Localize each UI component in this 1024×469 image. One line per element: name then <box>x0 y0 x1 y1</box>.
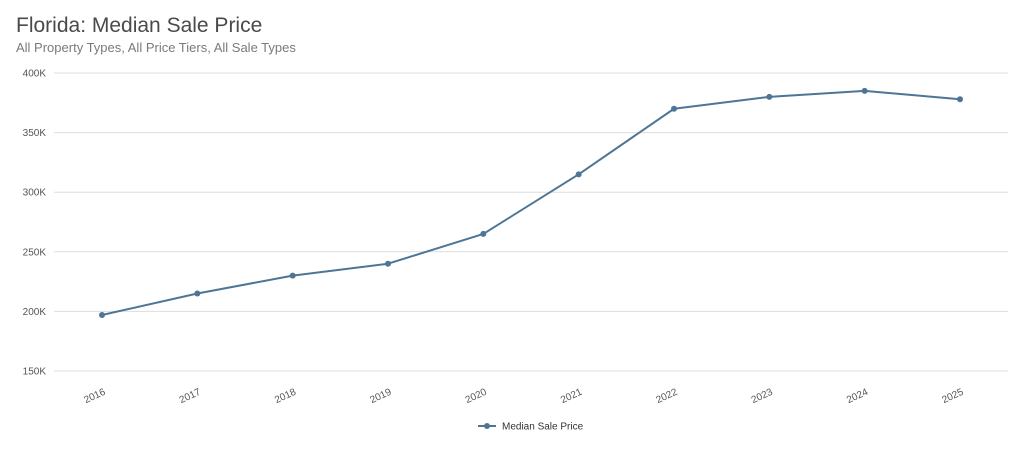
x-tick-label: 2023 <box>750 387 775 407</box>
series-line[interactable] <box>101 89 961 316</box>
data-point[interactable] <box>575 171 582 178</box>
chart-title: Florida: Median Sale Price <box>16 14 263 37</box>
series-layer[interactable] <box>99 87 963 318</box>
y-tick-label: 300K <box>23 188 47 199</box>
legend-label[interactable]: Median Sale Price <box>502 422 584 433</box>
x-tick-label: 2016 <box>82 387 107 407</box>
grid-lines <box>54 72 1008 372</box>
y-axis-ticks: 150K 200K 250K 300K 350K 400K <box>23 69 47 378</box>
data-point[interactable] <box>385 260 391 267</box>
data-point[interactable] <box>99 311 105 318</box>
data-point[interactable] <box>194 290 201 297</box>
data-point[interactable] <box>766 93 773 100</box>
x-tick-label: 2025 <box>940 387 965 407</box>
x-axis-ticks: 2016 2017 2018 2019 2020 2021 2022 2023 2024 2025 <box>82 387 965 407</box>
data-point[interactable] <box>289 272 296 279</box>
legend-point-marker[interactable] <box>484 423 490 429</box>
y-tick-label: 250K <box>23 247 47 258</box>
x-tick-label: 2019 <box>368 387 393 407</box>
data-point[interactable] <box>671 105 677 112</box>
x-tick-label: 2024 <box>845 387 870 407</box>
chart-subtitle: All Property Types, All Price Tiers, All… <box>16 40 296 55</box>
x-tick-label: 2021 <box>559 387 584 407</box>
x-tick-label: 2017 <box>178 387 203 407</box>
x-tick-label: 2018 <box>273 387 298 407</box>
y-tick-label: 200K <box>23 307 47 318</box>
data-point[interactable] <box>480 230 487 237</box>
data-point[interactable] <box>957 96 963 103</box>
x-tick-label: 2022 <box>654 387 679 407</box>
legend[interactable]: Median Sale Price <box>478 422 584 433</box>
data-point[interactable] <box>861 87 868 94</box>
y-tick-label: 150K <box>23 367 47 378</box>
x-tick-label: 2020 <box>464 387 489 407</box>
y-tick-label: 400K <box>23 69 47 80</box>
y-tick-label: 350K <box>23 128 47 139</box>
